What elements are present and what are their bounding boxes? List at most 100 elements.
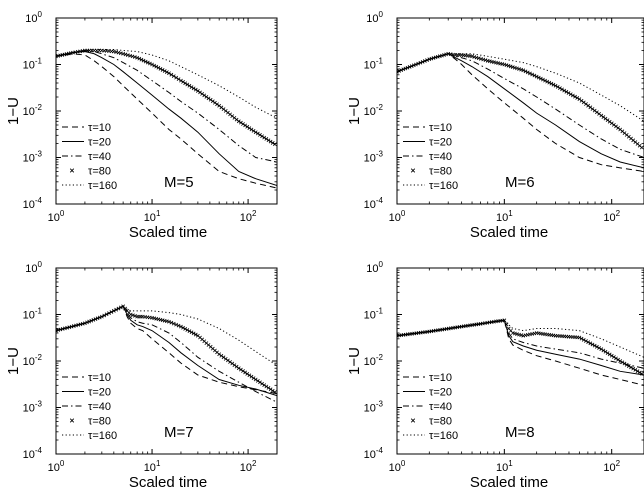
legend-label: τ=160	[429, 430, 458, 442]
plot-area	[56, 48, 277, 189]
data-point	[260, 381, 264, 386]
data-point	[249, 374, 254, 379]
y-tick-exponent: -4	[376, 196, 384, 205]
legend-label: τ=20	[88, 387, 111, 399]
data-point	[629, 365, 633, 370]
data-point	[160, 68, 165, 72]
data-point	[202, 93, 207, 98]
y-tick-exponent: -1	[35, 307, 43, 316]
data-point	[506, 63, 511, 68]
data-point	[239, 367, 243, 372]
data-point	[219, 353, 224, 358]
y-tick-label: 10-4	[364, 196, 384, 211]
data-point	[549, 81, 554, 86]
series-line	[397, 319, 644, 369]
data-point	[183, 326, 188, 331]
legend-label: τ=160	[88, 430, 117, 442]
series-line	[397, 319, 644, 376]
y-tick-exponent: -2	[35, 353, 43, 362]
data-point	[528, 71, 532, 76]
data-point	[195, 89, 200, 93]
y-tick-label: 10-3	[23, 150, 43, 165]
series-line	[56, 49, 277, 163]
data-point	[164, 70, 169, 74]
x-tick-exponent: 1	[508, 459, 513, 468]
data-point	[236, 366, 241, 371]
legend-label: τ=20	[429, 387, 452, 399]
data-point	[444, 52, 448, 57]
data-point	[407, 65, 412, 69]
data-point	[521, 68, 526, 73]
y-tick-exponent: -3	[35, 400, 43, 409]
data-point	[622, 361, 627, 366]
legend-label: τ=10	[429, 122, 452, 134]
data-point	[187, 329, 192, 334]
x-tick-exponent: 1	[156, 459, 161, 468]
data-point	[532, 73, 537, 78]
data-point	[174, 322, 179, 327]
data-point	[171, 74, 176, 79]
y-tick-exponent: -2	[376, 103, 384, 112]
data-point	[603, 349, 608, 354]
data-point	[264, 137, 269, 141]
legend-label: τ=40	[88, 151, 111, 163]
data-point	[181, 80, 185, 84]
series-line	[56, 51, 277, 186]
y-tick-label: 10-1	[364, 307, 384, 322]
y-tick-label: 10-3	[23, 400, 43, 415]
data-point	[564, 89, 569, 94]
data-point	[553, 83, 558, 88]
y-tick-label: 100	[25, 10, 42, 25]
y-axis-label: 1−U	[346, 347, 363, 375]
data-point	[262, 135, 267, 140]
series-line	[56, 49, 277, 119]
y-tick-label: 100	[366, 10, 383, 25]
data-point	[635, 369, 640, 374]
data-point	[425, 58, 429, 62]
y-tick-label: 10-4	[23, 196, 43, 211]
y-tick-exponent: 0	[379, 260, 384, 269]
legend-label: τ=40	[88, 401, 111, 413]
data-point	[253, 377, 258, 382]
data-point	[247, 373, 252, 378]
data-point	[189, 330, 194, 335]
data-point	[156, 65, 161, 70]
data-point	[208, 97, 213, 102]
data-point	[133, 314, 137, 318]
x-tick-label: 100	[48, 209, 65, 224]
data-point	[397, 69, 399, 74]
data-point	[397, 69, 401, 73]
data-point	[245, 371, 250, 376]
data-point	[414, 62, 418, 67]
panel-label: M=5	[164, 174, 194, 191]
series-1	[56, 305, 277, 394]
y-tick-label: 10-4	[23, 446, 43, 461]
y-tick-label: 100	[25, 260, 42, 275]
series-line	[397, 53, 644, 122]
legend-label: τ=40	[429, 151, 452, 163]
y-axis-label: 1−U	[346, 97, 363, 125]
legend-label: τ=10	[429, 372, 452, 384]
data-point	[169, 320, 174, 325]
series-5	[56, 49, 277, 119]
data-point	[176, 323, 181, 328]
legend-label: τ=80	[88, 416, 111, 428]
data-point	[418, 60, 423, 65]
data-point	[403, 66, 408, 71]
data-point	[251, 128, 256, 133]
y-tick-exponent: 0	[38, 10, 43, 19]
data-point	[536, 75, 541, 80]
data-point	[236, 119, 241, 124]
data-point	[534, 74, 539, 79]
data-point	[409, 64, 414, 68]
y-tick-label: 10-2	[364, 103, 384, 118]
data-point	[191, 86, 196, 91]
data-point	[223, 356, 228, 361]
data-point	[547, 80, 552, 85]
data-point	[584, 339, 588, 343]
data-point	[91, 318, 96, 322]
data-point	[504, 322, 509, 327]
x-tick-label: 100	[389, 209, 406, 224]
data-point	[545, 79, 550, 84]
